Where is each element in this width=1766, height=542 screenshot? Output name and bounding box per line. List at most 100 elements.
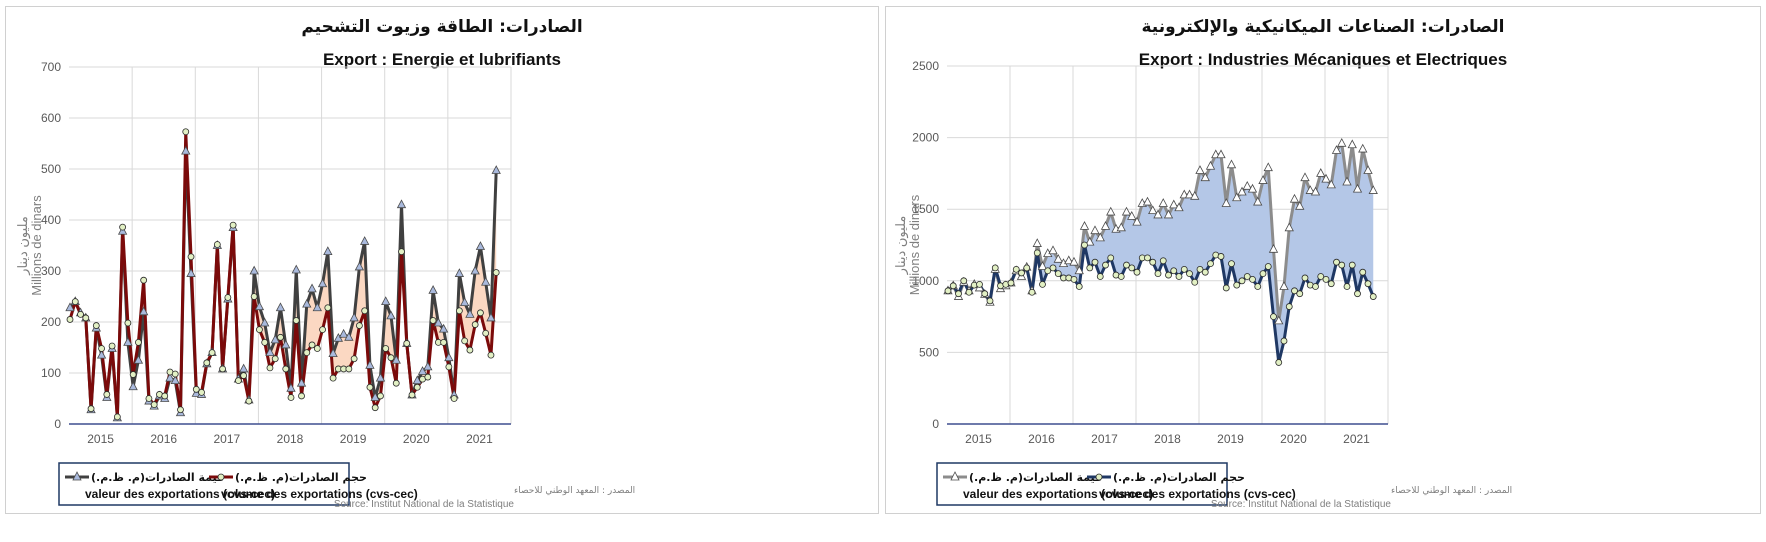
volume-point — [1217, 253, 1225, 260]
volume-point — [1343, 283, 1351, 290]
volume-point — [1180, 265, 1188, 273]
y-tick-label: 500 — [41, 162, 61, 176]
value-point — [249, 265, 259, 275]
volume-point — [1249, 275, 1256, 283]
legend-value-label: valeur des exportations (cvs-cec) — [963, 487, 1153, 501]
value-point — [1305, 185, 1315, 194]
volume-point — [1207, 260, 1214, 268]
value-point — [1237, 186, 1247, 196]
volume-point — [224, 294, 232, 301]
value-point — [65, 302, 75, 312]
volume-point — [203, 359, 211, 367]
value-point — [423, 361, 433, 371]
value-point — [1074, 265, 1084, 275]
volume-point — [356, 322, 363, 329]
volume-point — [324, 304, 332, 312]
volume-point — [1238, 277, 1246, 285]
volume-point — [1144, 254, 1151, 262]
value-point — [344, 331, 354, 341]
value-point — [296, 377, 307, 387]
value-point — [170, 375, 180, 385]
legend-volume-label: volume des exportations (cvs-cec) — [1099, 487, 1296, 501]
value-point — [1279, 281, 1289, 290]
volume-point — [392, 379, 400, 387]
volume-point — [1075, 283, 1083, 290]
volume-point — [1133, 268, 1141, 276]
volume-point — [377, 392, 384, 400]
volume-point — [1196, 265, 1204, 273]
volume-point — [135, 338, 142, 346]
value-point — [465, 309, 475, 318]
value-point — [1263, 162, 1273, 172]
y-axis-label: Millions de dinars — [29, 195, 44, 296]
volume-point — [1291, 287, 1298, 295]
volume-point — [303, 349, 311, 357]
volume-point — [429, 317, 437, 324]
volume-point — [487, 351, 495, 359]
volume-point — [440, 338, 447, 346]
x-tick-label: 2020 — [403, 432, 430, 446]
source-label: Source: Institut National de la Statisti… — [334, 499, 515, 510]
x-tick-label: 2018 — [1154, 432, 1181, 446]
volume-point — [287, 394, 295, 401]
volume-point — [1259, 270, 1267, 278]
y-axis-label: Millions de dinars — [907, 194, 922, 295]
value-point — [1053, 253, 1063, 263]
value-point — [302, 298, 312, 308]
volume-point — [113, 413, 121, 421]
volume-point — [461, 337, 469, 345]
value-point — [481, 276, 491, 286]
volume-point — [482, 329, 490, 337]
value-point — [181, 145, 191, 155]
value-point — [1116, 222, 1126, 232]
volume-point — [1033, 249, 1041, 257]
value-point — [254, 301, 265, 311]
volume-point — [1086, 264, 1094, 272]
legend-box — [58, 462, 350, 506]
volume-point — [229, 221, 237, 229]
volume-point — [1243, 273, 1251, 280]
value-point — [375, 372, 386, 382]
value-point — [1079, 221, 1090, 230]
value-point — [1274, 315, 1284, 325]
volume-point — [271, 355, 279, 363]
value-point — [1169, 199, 1179, 209]
legend-volume-label: volume des exportations (cvs-cec) — [221, 487, 418, 501]
value-point — [475, 241, 486, 250]
legend-box — [936, 462, 1228, 506]
x-tick-label: 2021 — [1343, 432, 1370, 446]
volume-point — [398, 248, 405, 256]
volume-point — [1348, 261, 1356, 269]
value-point — [454, 268, 465, 277]
volume-point — [1201, 268, 1209, 276]
value-point — [1352, 183, 1363, 193]
value-point — [1289, 193, 1300, 203]
volume-point — [1070, 275, 1078, 283]
value-point — [1158, 198, 1168, 207]
value-point — [1127, 211, 1137, 220]
value-point — [1195, 165, 1205, 174]
volume-point — [1296, 290, 1304, 298]
value-point — [1221, 198, 1231, 207]
value-point — [286, 382, 296, 392]
value-point — [133, 354, 144, 364]
volume-point — [944, 287, 952, 295]
value-point — [317, 278, 328, 288]
volume-point — [366, 383, 374, 391]
volume-point — [965, 288, 973, 296]
volume-point — [150, 401, 158, 409]
volume-point — [1354, 290, 1361, 298]
value-point — [1295, 200, 1305, 210]
value-point — [1121, 206, 1132, 216]
volume-point — [219, 365, 226, 373]
volume-point — [382, 345, 390, 352]
x-tick-label: 2017 — [1091, 432, 1118, 446]
value-point — [354, 261, 365, 271]
value-point — [433, 317, 444, 327]
volume-point — [1044, 267, 1052, 275]
volume-point — [1165, 271, 1172, 279]
value-point — [486, 312, 496, 322]
volume-point — [960, 277, 968, 285]
x-tick-label: 2016 — [1028, 432, 1055, 446]
volume-point — [245, 397, 253, 405]
